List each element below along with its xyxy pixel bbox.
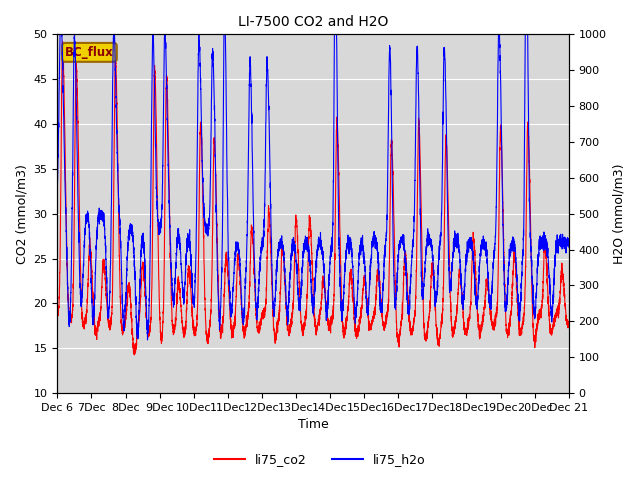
Text: BC_flux: BC_flux: [65, 46, 114, 59]
Legend: li75_co2, li75_h2o: li75_co2, li75_h2o: [209, 448, 431, 471]
X-axis label: Time: Time: [298, 419, 328, 432]
Title: LI-7500 CO2 and H2O: LI-7500 CO2 and H2O: [238, 15, 388, 29]
Y-axis label: H2O (mmol/m3): H2O (mmol/m3): [612, 164, 625, 264]
Y-axis label: CO2 (mmol/m3): CO2 (mmol/m3): [15, 164, 28, 264]
